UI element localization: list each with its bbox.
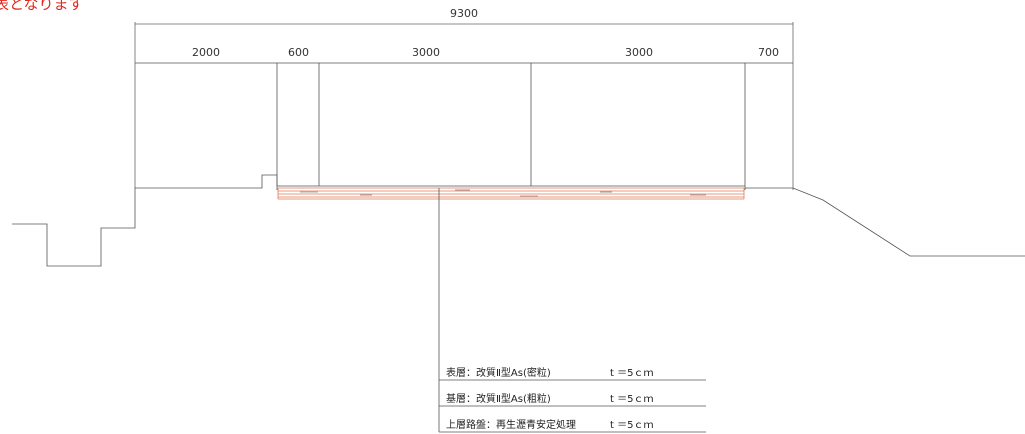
legend-layer-3-thickness: t ＝5ｃｍ (610, 420, 653, 431)
header-text: 表となります (0, 0, 84, 13)
segment-label-5: 700 (758, 46, 779, 59)
legend-layer-2-thickness: t ＝5ｃｍ (610, 394, 653, 405)
segment-dimension-line (135, 62, 793, 190)
legend-row-3: 上層路盤：再生瀝青安定処理 t ＝5ｃｍ (446, 418, 653, 431)
legend-layer-2-label: 基層：改質Ⅱ型As(粗粒) (446, 392, 551, 405)
total-dimension (134, 22, 794, 190)
segment-label-4: 3000 (625, 46, 653, 59)
segment-label-1: 2000 (192, 46, 220, 59)
segment-label-3: 3000 (412, 46, 440, 59)
pavement-layers (277, 187, 745, 200)
legend-layer-1-thickness: t ＝5ｃｍ (610, 368, 653, 379)
legend-layer-3-label: 上層路盤：再生瀝青安定処理 (446, 418, 576, 431)
total-dimension-label: 9300 (450, 7, 478, 20)
segment-label-2: 600 (288, 46, 309, 59)
legend-row-2: 基層：改質Ⅱ型As(粗粒) t ＝5ｃｍ (446, 392, 653, 405)
pavement-hatch-dots (300, 189, 706, 197)
legend-row-1: 表層：改質Ⅱ型As(密粒) t ＝5ｃｍ (446, 366, 653, 379)
ground-profile (12, 174, 1025, 267)
legend-layer-1-label: 表層：改質Ⅱ型As(密粒) (446, 366, 551, 379)
legend-leader (438, 188, 706, 433)
